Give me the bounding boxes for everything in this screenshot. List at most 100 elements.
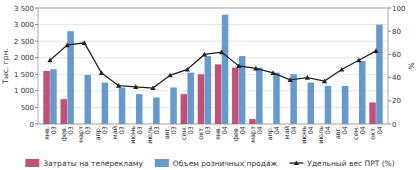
y-tick (35, 8, 38, 9)
x-tick-label: окт.03 (197, 126, 212, 140)
y-tick-label: 1 000 (14, 87, 34, 95)
line-marker (339, 67, 344, 72)
plot-frame (38, 8, 388, 124)
bar (222, 15, 229, 124)
x-tick-label-line: 04 (256, 126, 264, 134)
y2-tick (388, 54, 391, 55)
bar (273, 73, 280, 124)
x-tick-label-line: 03 (170, 126, 178, 134)
y2-tick-label: 20 (392, 97, 401, 105)
x-tick-label-line: 04 (341, 126, 349, 134)
x-tick-label: фев.04 (232, 126, 247, 141)
line-marker (270, 70, 275, 75)
line-marker (47, 58, 52, 63)
bar (50, 69, 57, 124)
y2-tick (388, 8, 391, 9)
line-marker (150, 85, 155, 90)
legend-item: Затраты на телерекламу (25, 159, 143, 168)
chart: 05001 0001 5002 0002 5003 0003 500020406… (0, 0, 420, 170)
x-tick-label-line: 03 (67, 126, 75, 134)
x-tick-label: сен.03 (180, 126, 195, 140)
y-tick-label: 2 000 (14, 54, 34, 62)
line-marker (133, 84, 138, 89)
x-tick-label-line: 03 (84, 126, 92, 134)
bar (232, 68, 239, 124)
x-tick-label-line: 03 (204, 126, 212, 134)
y-tick-label: 2 500 (14, 38, 34, 46)
x-tick-label: июнь04 (300, 126, 315, 144)
x-tick-label: июль04 (317, 126, 332, 144)
x-tick-label: янв.04 (214, 126, 229, 140)
legend-item: Объем розничных продаж (155, 159, 278, 168)
bar (325, 86, 332, 124)
y-tick (35, 57, 38, 58)
line-marker (236, 63, 241, 68)
line-marker (99, 70, 104, 75)
x-tick-label: май04 (283, 126, 298, 139)
x-tick-label: апр.03 (94, 126, 109, 140)
x-tick-label-line: 04 (324, 126, 332, 134)
line-marker (373, 48, 378, 53)
bar (112, 124, 119, 125)
y-tick (35, 74, 38, 75)
x-tick-label: янв.03 (43, 126, 58, 140)
legend-label: Удельный вес ПРТ (%) (307, 159, 394, 168)
bar (284, 124, 291, 125)
bar (43, 71, 50, 124)
legend: Затраты на телерекламу Объем розничных пр… (25, 159, 394, 168)
y2-tick (388, 100, 391, 101)
grid-line (38, 57, 388, 58)
y2-tick (388, 31, 391, 32)
marks (43, 15, 382, 124)
y2-tick (388, 77, 391, 78)
bar (181, 94, 188, 124)
y-tick-label: 3 500 (14, 5, 34, 13)
x-tick-label-line: 04 (376, 126, 384, 134)
legend-marker (294, 160, 299, 165)
x-tick-label: фев.03 (60, 126, 75, 141)
bar (146, 124, 153, 125)
line-marker (288, 77, 293, 82)
bar (249, 119, 256, 124)
grid-line (38, 41, 388, 42)
x-tick-label: март04 (249, 126, 264, 143)
line-marker (253, 66, 258, 71)
x-tick-label: июль03 (146, 126, 161, 144)
bar (170, 88, 177, 124)
line-marker (202, 52, 207, 57)
y2-tick (388, 124, 391, 125)
line-marker (322, 78, 327, 83)
y-tick (35, 24, 38, 25)
bar (187, 73, 194, 124)
bar (352, 124, 359, 125)
x-tick-label-line: 04 (290, 126, 298, 134)
x-tick-label-line: 04 (359, 126, 367, 134)
y-tick-label: 500 (21, 104, 34, 112)
line (50, 43, 376, 88)
grid-line (38, 24, 388, 25)
y-axis-label: Тыс. грн. (1, 48, 10, 84)
line-marker (168, 73, 173, 78)
y-tick (35, 90, 38, 91)
x-tick-label: март03 (77, 126, 92, 143)
y-tick-label: 0 (30, 121, 34, 129)
bar (205, 56, 212, 124)
line-marker (356, 58, 361, 63)
bar (376, 25, 383, 124)
y2-tick-label: 0 (392, 121, 396, 129)
line-marker (82, 40, 87, 45)
y2-tick-label: 60 (392, 51, 401, 59)
legend-swatch (25, 159, 39, 167)
axes: 05001 0001 5002 0002 5003 0003 500020406… (14, 5, 405, 129)
x-tick-label: июнь03 (129, 126, 144, 144)
bar (163, 124, 170, 125)
bar (119, 88, 126, 124)
y2-tick-label: 80 (392, 28, 401, 36)
line-marker (305, 75, 310, 80)
x-tick-label-line: 04 (273, 126, 281, 134)
y-tick (35, 41, 38, 42)
bar (335, 124, 342, 125)
y-tick (35, 107, 38, 108)
y-tick-label: 3 000 (14, 21, 34, 29)
x-tick-label-line: 03 (101, 126, 109, 134)
